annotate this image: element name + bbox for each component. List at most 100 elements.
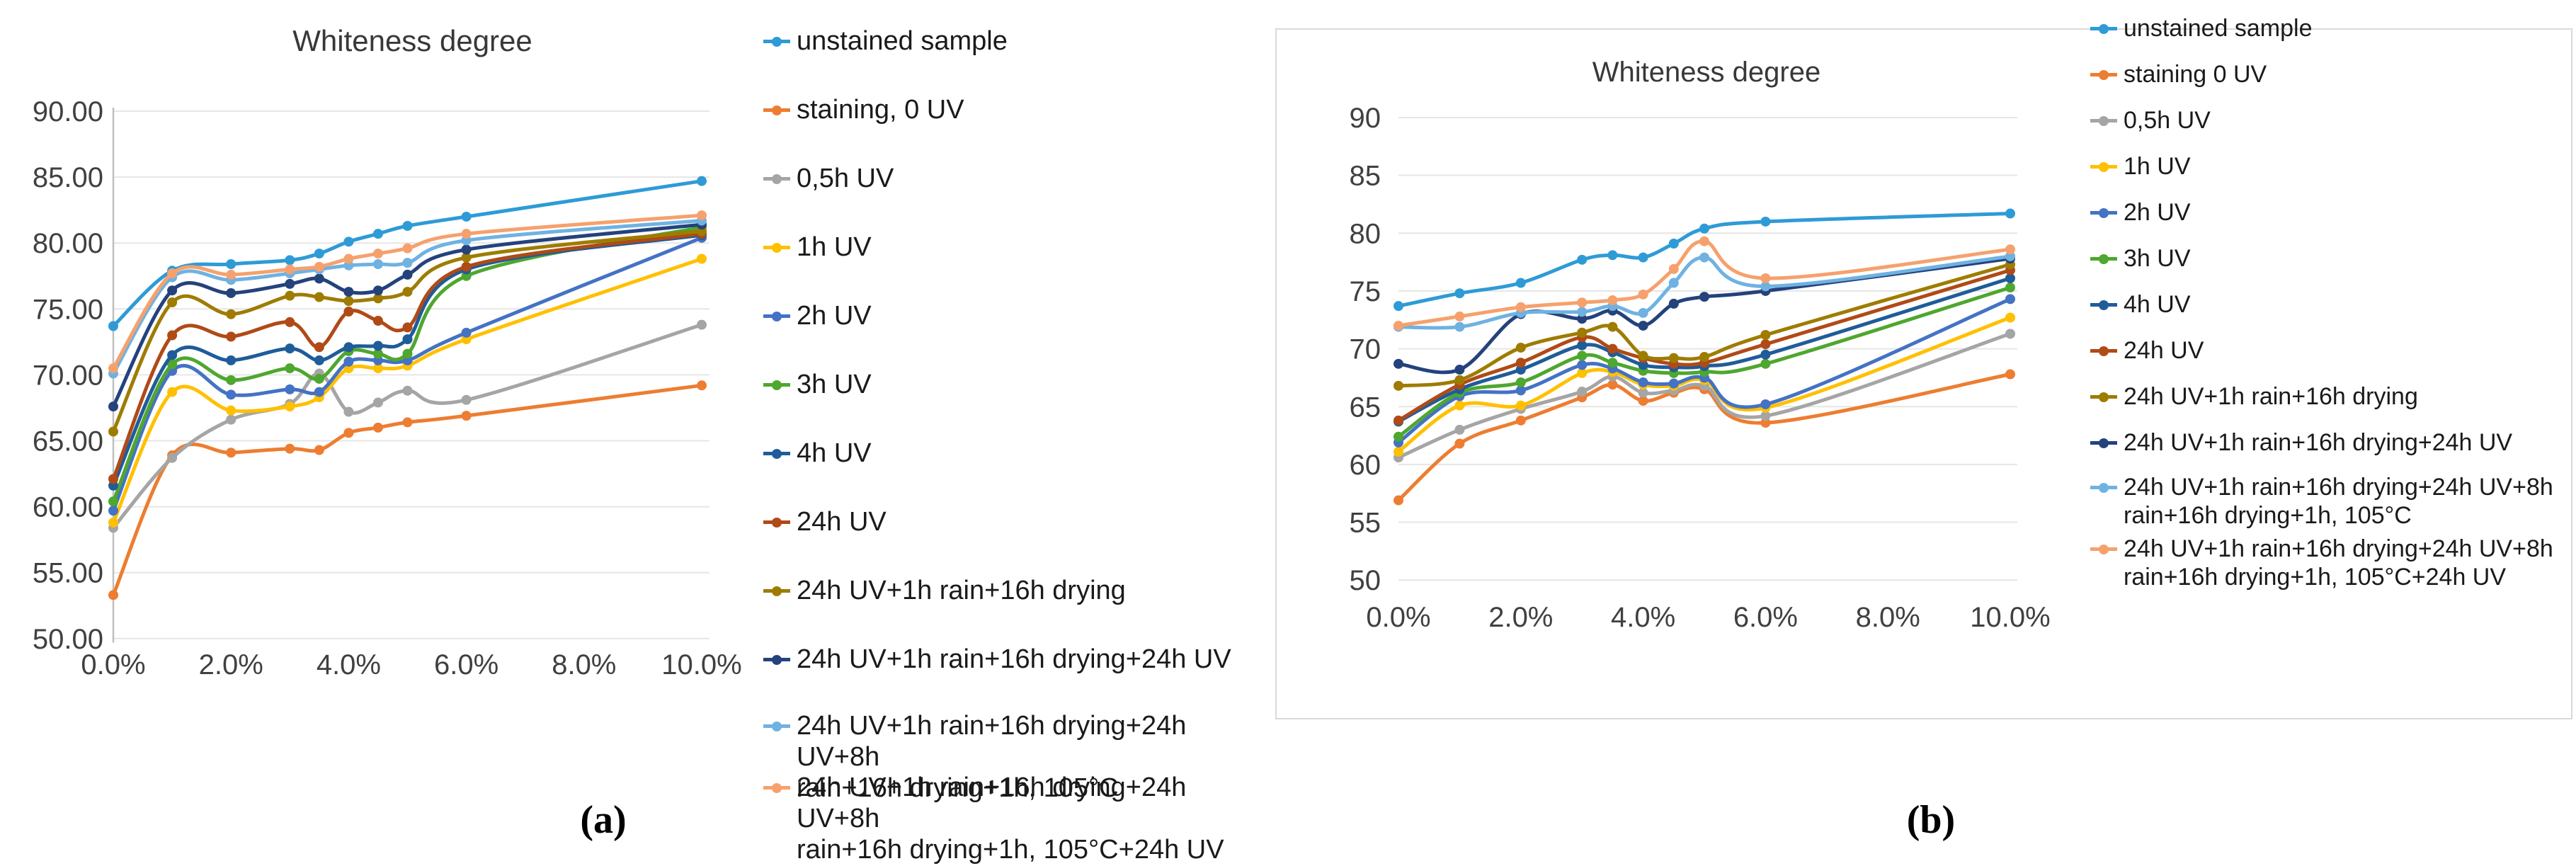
y-tick-label: 70: [1350, 334, 1381, 365]
data-point-marker: [402, 269, 413, 280]
caption-a: (a): [580, 798, 627, 842]
data-point-marker: [461, 394, 472, 405]
x-tick-label: 10.0%: [1970, 602, 2050, 633]
data-point-marker: [1760, 349, 1771, 360]
data-point-marker: [1699, 236, 1709, 246]
data-point-marker: [1638, 320, 1648, 331]
data-point-marker: [1515, 400, 1526, 411]
data-point-marker: [2005, 312, 2015, 323]
series-line: [111, 179, 704, 328]
chart-border: [1275, 28, 2572, 719]
whiteness-chart-b: 90 85 80 75 70 65 60 55 50 0.0% 2.0% 4.0% 6.0% 8.0% 10…: [1275, 28, 2572, 719]
data-point-marker: [1577, 327, 1588, 338]
data-point-marker: [372, 348, 383, 359]
data-point-marker: [2005, 294, 2015, 304]
data-point-marker: [1760, 399, 1771, 409]
data-point-marker: [2005, 369, 2015, 380]
data-point-marker: [314, 387, 324, 397]
series-group-3: [108, 253, 707, 528]
data-point-marker: [285, 317, 295, 327]
data-point-marker: [285, 264, 295, 275]
data-point-marker: [1394, 431, 1403, 442]
data-point-marker: [314, 445, 324, 455]
data-point-marker: [226, 405, 236, 416]
series-group-2: [108, 319, 707, 533]
y-tick-label: 65.00: [33, 426, 103, 457]
data-point-marker: [1638, 387, 1648, 398]
data-point-marker: [343, 296, 354, 307]
y-tick-label: 75: [1350, 276, 1381, 307]
data-point-marker: [314, 373, 324, 384]
data-point-marker: [1577, 254, 1588, 265]
data-point-marker: [1454, 438, 1465, 449]
data-point-marker: [285, 443, 295, 454]
y-tick-label: 55.00: [33, 558, 103, 589]
data-point-marker: [1454, 424, 1465, 435]
series-group-11: [108, 210, 707, 374]
data-point-marker: [1607, 343, 1618, 354]
data-point-marker: [343, 287, 354, 297]
y-tick-label: 80: [1350, 218, 1381, 249]
data-point-marker: [1577, 368, 1588, 378]
data-point-marker: [285, 363, 295, 374]
series-group-8: [108, 226, 707, 437]
y-tick-label: 60: [1350, 450, 1381, 481]
data-point-marker: [461, 327, 472, 338]
data-point-marker: [1699, 252, 1709, 263]
data-point-marker: [1760, 411, 1771, 421]
chart-panel-a: 90.00 85.00 80.00 75.00 70.00 65.00 60.00 55.00…: [0, 0, 1275, 866]
y-tick-label: 60.00: [33, 492, 103, 523]
data-point-marker: [1454, 321, 1465, 332]
data-point-marker: [2005, 208, 2015, 219]
data-point-marker: [285, 343, 295, 354]
data-point-marker: [1760, 216, 1771, 227]
data-point-marker: [1607, 295, 1618, 306]
data-point-marker: [1638, 396, 1648, 406]
data-point-marker: [1760, 418, 1771, 428]
data-point-marker: [697, 380, 707, 391]
data-point-marker: [108, 496, 118, 507]
data-point-marker: [108, 517, 118, 528]
data-point-marker: [697, 210, 707, 221]
data-point-marker: [372, 341, 383, 351]
x-tick-label: 6.0%: [1733, 602, 1798, 633]
data-point-marker: [314, 273, 324, 284]
data-point-marker: [1515, 364, 1526, 375]
y-tick-label: 50: [1350, 565, 1381, 596]
data-point-marker: [226, 448, 236, 458]
data-point-marker: [1394, 301, 1403, 312]
data-point-marker: [1454, 400, 1465, 411]
data-point-marker: [1638, 351, 1648, 361]
data-point-marker: [343, 406, 354, 417]
data-point-marker: [1454, 311, 1465, 321]
data-point-marker: [1638, 289, 1648, 300]
series-line: [111, 323, 704, 530]
data-point-marker: [343, 253, 354, 264]
data-point-marker: [226, 355, 236, 365]
y-tick-label: 65: [1350, 392, 1381, 423]
data-point-marker: [167, 387, 178, 397]
data-point-marker: [1577, 387, 1588, 397]
data-point-marker: [314, 249, 324, 259]
x-tick-label: 8.0%: [1856, 602, 1920, 633]
data-point-marker: [314, 342, 324, 353]
data-point-marker: [1577, 297, 1588, 308]
data-point-marker: [108, 401, 118, 412]
y-tick-label: 85.00: [33, 162, 103, 193]
data-point-marker: [1638, 307, 1648, 318]
data-point-marker: [343, 307, 354, 317]
data-point-marker: [1515, 377, 1526, 387]
y-tick-label: 90: [1350, 103, 1381, 134]
data-point-marker: [1515, 342, 1526, 353]
data-point-marker: [1668, 353, 1679, 363]
data-point-marker: [167, 350, 178, 360]
data-point-marker: [1760, 281, 1771, 292]
data-point-marker: [1515, 302, 1526, 312]
data-point-marker: [1668, 238, 1679, 249]
data-point-marker: [402, 322, 413, 333]
data-point-marker: [285, 401, 295, 412]
series-group-9: [108, 220, 707, 412]
x-tick-label: 4.0%: [317, 649, 381, 680]
data-point-marker: [285, 384, 295, 394]
x-tick-label: 0.0%: [81, 649, 145, 680]
